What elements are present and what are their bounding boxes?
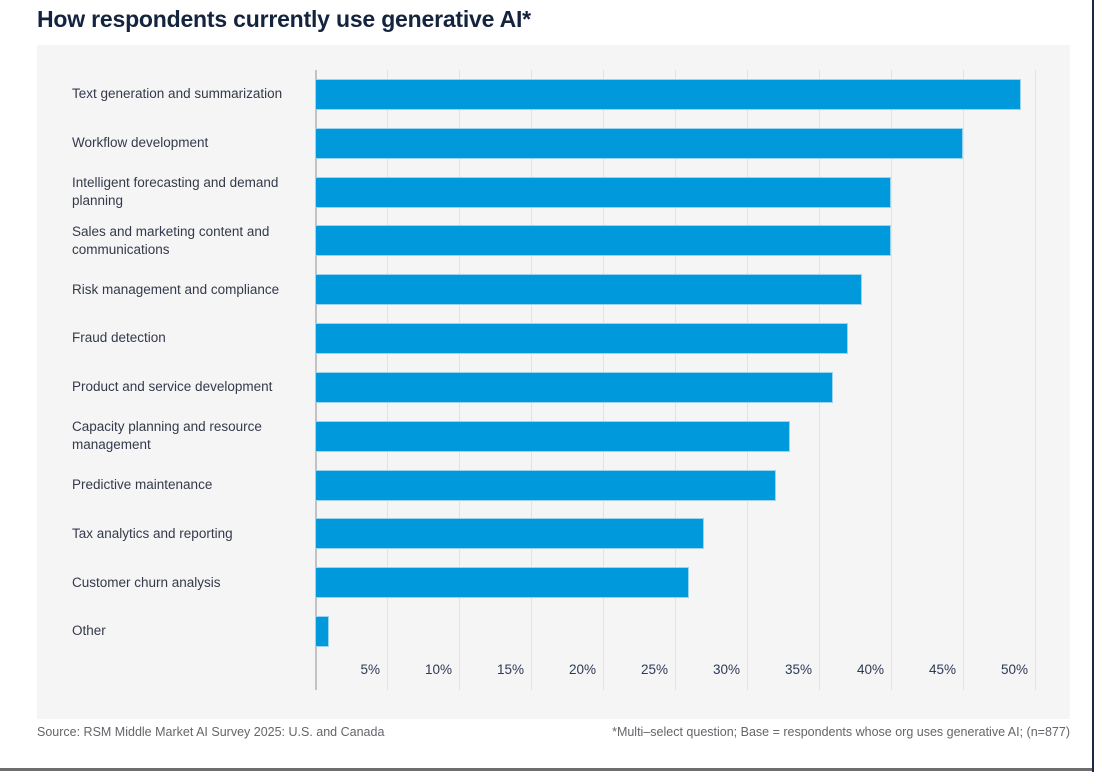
bar-row: Predictive maintenance <box>37 461 1070 510</box>
chart-panel: 5% 10% 15% 20% 25% 30% 35% 40% 45% 50% Text gener… <box>37 45 1070 719</box>
category-label: Sales and marketing content and communic… <box>72 223 270 257</box>
bar-row: Intelligent forecasting and demand plann… <box>37 168 1070 217</box>
category-label: Text generation and summarization <box>72 86 283 102</box>
gridline-40 <box>891 70 892 690</box>
x-tick-label: 15% <box>496 662 524 677</box>
bar-row: Product and service development <box>37 363 1070 412</box>
bar-row: Risk management and compliance <box>37 265 1070 314</box>
category-label: Capacity planning and resource managemen… <box>72 418 262 453</box>
footer: Source: RSM Middle Market AI Survey 2025… <box>37 725 1070 739</box>
bar-row: Other <box>37 607 1070 656</box>
category-label: Customer churn analysis <box>72 574 221 590</box>
category-label: Workflow development <box>72 135 209 151</box>
category-label: Product and service development <box>72 379 273 395</box>
bar <box>315 225 891 257</box>
bar <box>315 518 704 550</box>
gridline-50 <box>1035 70 1036 690</box>
x-tick-label: 35% <box>784 662 812 677</box>
bar-row: Fraud detection <box>37 314 1070 363</box>
bar-row: Tax analytics and reporting <box>37 509 1070 558</box>
category-label: Risk management and compliance <box>72 281 280 297</box>
x-tick-label: 10% <box>424 662 452 677</box>
x-tick-label: 20% <box>568 662 596 677</box>
bar <box>315 323 848 355</box>
chart-title: How respondents currently use generative… <box>37 6 531 32</box>
bar-rows: Text generation and summarization Workflo… <box>37 70 1070 656</box>
bar-row: Sales and marketing content and communic… <box>37 216 1070 265</box>
bar-row: Workflow development <box>37 119 1070 168</box>
gridline-45 <box>963 70 964 690</box>
x-tick-label: 50% <box>1000 662 1028 677</box>
bar-row: Text generation and summarization <box>37 70 1070 119</box>
x-tick-label: 5% <box>360 662 380 677</box>
bar <box>315 567 690 599</box>
bar <box>315 420 791 452</box>
category-label: Predictive maintenance <box>72 476 213 492</box>
x-tick-label: 30% <box>712 662 740 677</box>
bar <box>315 274 863 306</box>
category-label: Other <box>72 623 106 639</box>
bar <box>315 78 1021 110</box>
bar-row: Capacity planning and resource managemen… <box>37 412 1070 461</box>
category-label: Tax analytics and reporting <box>72 525 233 541</box>
x-tick-label: 45% <box>928 662 956 677</box>
methodology-note: *Multi–select question; Base = responden… <box>612 725 1070 739</box>
bar <box>315 616 330 648</box>
bar <box>315 371 834 403</box>
x-tick-label: 25% <box>640 662 668 677</box>
bar <box>315 176 891 208</box>
bar <box>315 127 963 159</box>
bottom-rule <box>0 768 1092 771</box>
bar <box>315 469 776 501</box>
category-label: Intelligent forecasting and demand plann… <box>72 174 279 209</box>
category-label: Fraud detection <box>72 330 166 346</box>
source-note: Source: RSM Middle Market AI Survey 2025… <box>37 725 385 739</box>
x-tick-label: 40% <box>856 662 884 677</box>
bar-row: Customer churn analysis <box>37 558 1070 607</box>
